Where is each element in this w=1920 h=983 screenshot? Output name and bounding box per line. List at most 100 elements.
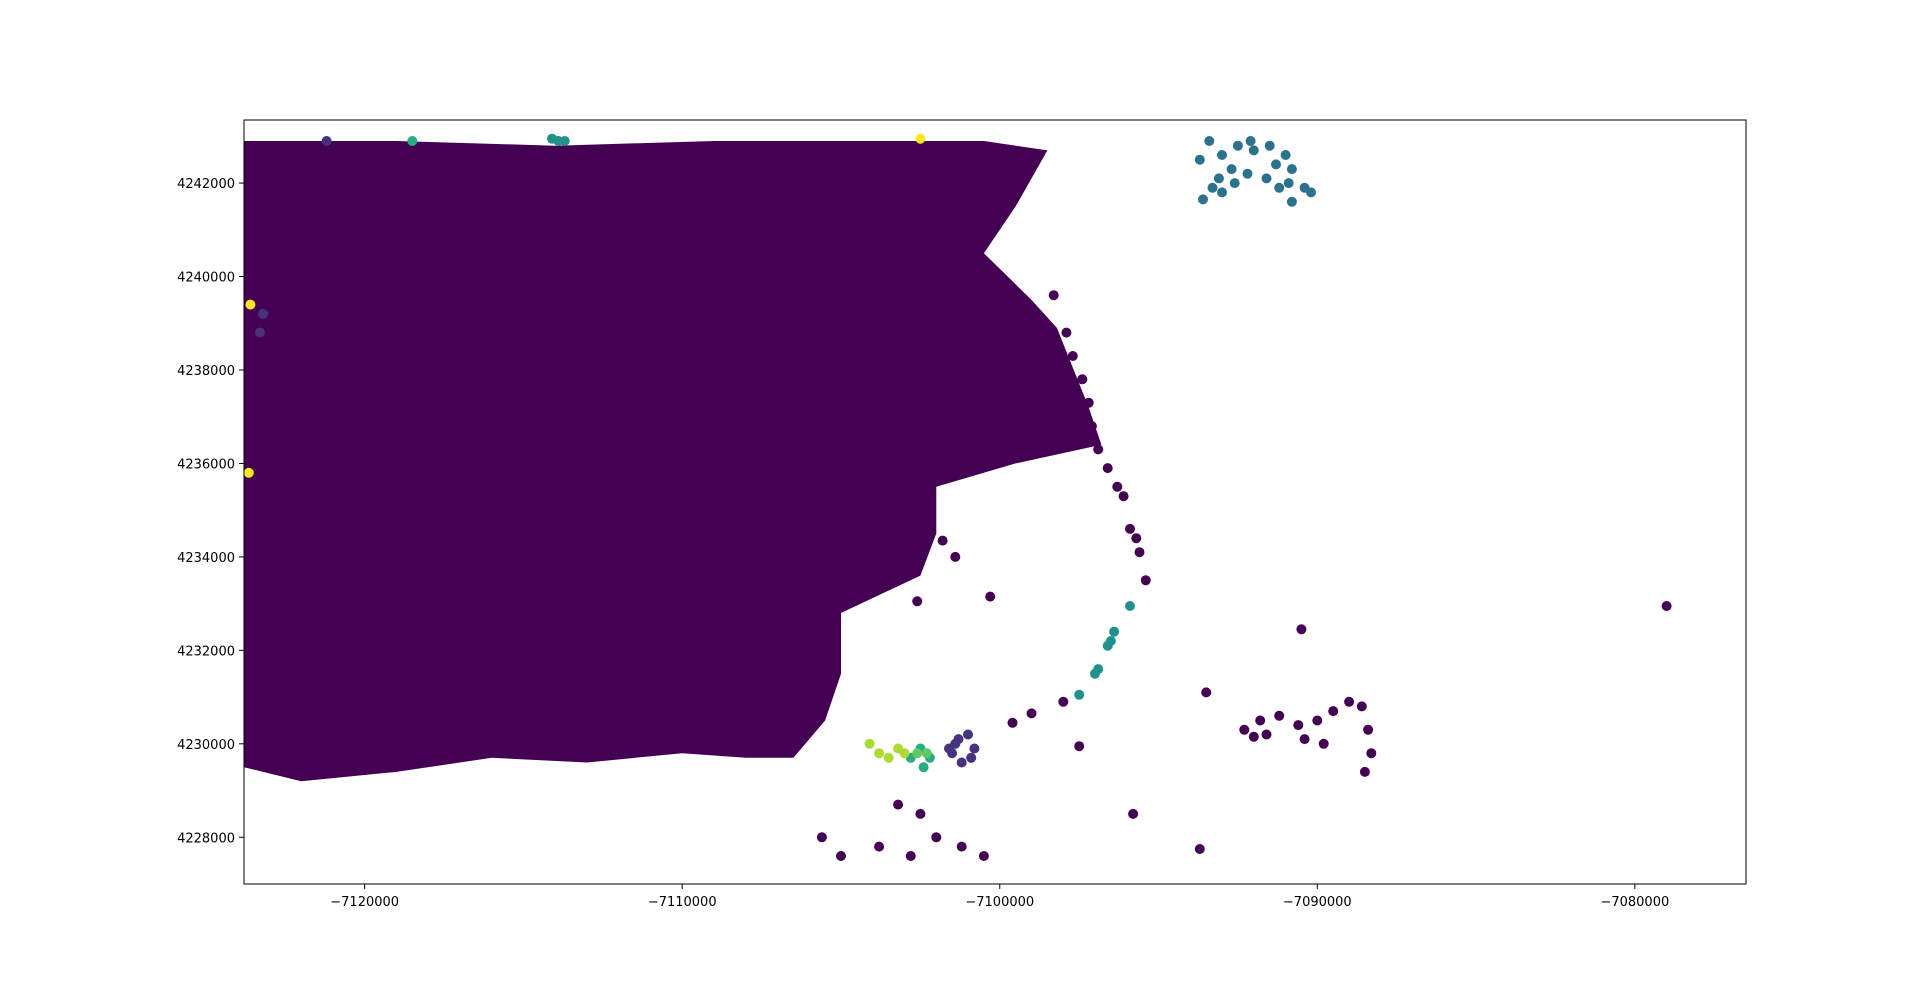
scatter-point: [1198, 194, 1208, 205]
y-tick-label: 4232000: [177, 644, 235, 659]
scatter-point: [956, 757, 967, 768]
x-tick-label: −7080000: [1600, 895, 1669, 910]
scatter-point: [1194, 154, 1205, 165]
scatter-point: [966, 752, 977, 763]
scatter-point: [1299, 734, 1310, 745]
y-tick-label: 4234000: [177, 551, 235, 566]
scatter-point: [1109, 626, 1120, 637]
y-axis: 4228000 4230000 4232000 4234000 4236000 42380…: [177, 177, 244, 846]
scatter-point: [985, 591, 996, 602]
scatter-point: [1061, 327, 1072, 338]
scatter-points: [244, 133, 1672, 861]
scatter-point: [1058, 696, 1069, 707]
scatter-point: [1261, 729, 1272, 740]
scatter-point: [1217, 187, 1227, 198]
scatter-point: [1261, 173, 1272, 184]
scatter-point: [874, 841, 885, 852]
scatter-point: [1274, 710, 1285, 721]
scatter-point: [864, 738, 875, 749]
x-tick-label: −7120000: [330, 895, 399, 910]
y-tick-label: 4238000: [177, 364, 235, 379]
scatter-point: [1229, 178, 1240, 189]
x-axis: −7120000 −7110000 −7100000 −7090000 −7080000: [330, 884, 1669, 910]
scatter-point: [963, 729, 973, 740]
scatter-point: [1280, 150, 1291, 160]
scatter-point: [1296, 624, 1307, 635]
scatter-point: [321, 136, 332, 146]
scatter-point: [1118, 491, 1129, 502]
scatter-point: [258, 308, 269, 319]
scatter-point: [1074, 741, 1085, 752]
scatter-point: [1286, 196, 1297, 207]
scatter-point: [918, 762, 929, 773]
scatter-point: [1286, 164, 1297, 175]
scatter-point: [1232, 140, 1243, 151]
scatter-point: [1356, 701, 1367, 712]
scatter-point: [915, 133, 926, 144]
scatter-point: [1271, 159, 1281, 170]
scatter-point: [559, 136, 570, 146]
scatter-point: [874, 748, 885, 759]
y-tick-label: 4230000: [177, 738, 235, 753]
scatter-point: [1048, 290, 1059, 301]
scatter-point: [254, 327, 265, 338]
scatter-point: [1086, 421, 1097, 432]
scatter-point: [1128, 808, 1139, 819]
scatter-point: [1312, 715, 1323, 726]
scatter-point: [1102, 640, 1113, 651]
scatter-point: [1125, 601, 1135, 611]
scatter-point: [1318, 738, 1329, 749]
scatter-point: [1245, 136, 1256, 146]
scatter-point: [883, 752, 894, 763]
scatter-point: [1134, 547, 1145, 558]
scatter-point: [1140, 575, 1151, 586]
scatter-point: [893, 799, 904, 810]
scatter-point: [899, 748, 910, 759]
scatter-point: [1093, 444, 1104, 455]
scatter-point: [1207, 182, 1218, 193]
scatter-point: [956, 841, 967, 852]
y-tick-label: 4240000: [177, 271, 235, 286]
scatter-point: [1248, 145, 1259, 156]
scatter-point: [1264, 140, 1275, 151]
scatter-point: [1293, 720, 1304, 731]
y-tick-label: 4236000: [177, 457, 235, 472]
scatter-point: [1283, 178, 1294, 189]
scatter-point: [1102, 463, 1113, 474]
scatter-point: [931, 832, 942, 843]
scatter-point: [1344, 696, 1355, 707]
scatter-point: [1201, 687, 1212, 698]
scatter-point: [1213, 173, 1224, 184]
scatter-point: [1007, 717, 1018, 728]
scatter-point: [915, 808, 926, 819]
scatter-point: [1239, 724, 1250, 735]
scatter-point: [912, 748, 923, 759]
scatter-point: [1194, 844, 1205, 854]
scatter-point: [1090, 668, 1100, 679]
scatter-point: [1363, 724, 1374, 735]
x-tick-label: −7100000: [965, 895, 1034, 910]
scatter-point: [912, 596, 923, 607]
scatter-point: [245, 299, 256, 310]
plot-content: [244, 133, 1672, 861]
dense-point-region: [244, 141, 1102, 782]
scatter-point: [1125, 523, 1135, 534]
scatter-point: [1328, 706, 1339, 717]
scatter-point: [1067, 351, 1078, 361]
scatter-point: [969, 743, 980, 754]
scatter-point: [950, 551, 961, 562]
plot-frame: [243, 119, 1747, 885]
scatter-point: [1242, 168, 1253, 179]
scatter-point: [905, 851, 916, 861]
y-tick-label: 4228000: [177, 831, 235, 846]
scatter-point: [950, 738, 961, 749]
scatter-point: [1131, 533, 1142, 544]
scatter-point: [1226, 164, 1237, 175]
scatter-point: [816, 832, 827, 843]
scatter-point: [921, 748, 932, 759]
scatter-point: [1359, 766, 1370, 777]
scatter-point: [937, 535, 948, 546]
scatter-point: [1306, 187, 1316, 198]
scatter-point: [1366, 748, 1377, 759]
